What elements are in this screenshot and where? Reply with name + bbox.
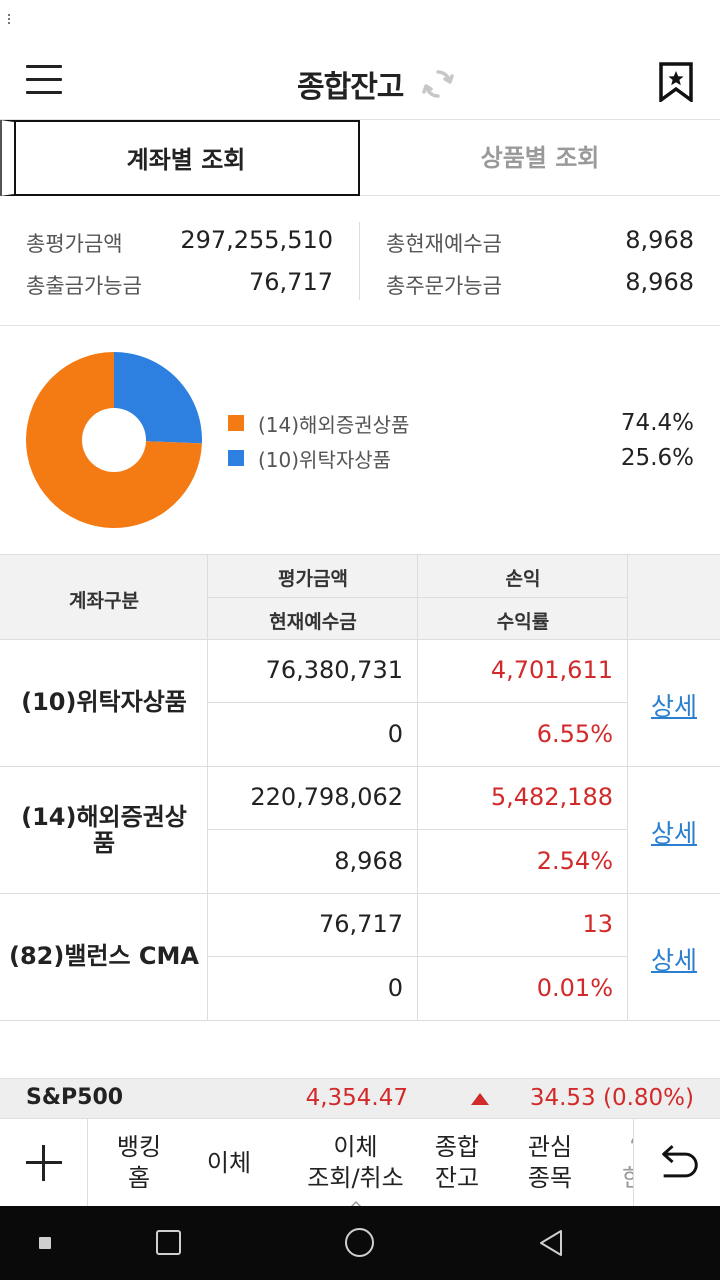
withdrawable-value: 76,717: [249, 268, 333, 296]
nav-item-transfer[interactable]: 이체: [188, 1119, 270, 1207]
overview-icon[interactable]: [156, 1230, 181, 1255]
system-navigation-bar: [0, 1206, 720, 1280]
tab-by-account[interactable]: 계좌별 조회: [0, 120, 360, 196]
add-menu-button[interactable]: [0, 1119, 88, 1207]
total-eval-value: 297,255,510: [180, 226, 333, 254]
nav-label-line2: 홈: [127, 1164, 151, 1192]
nav-label-line1: 관심: [527, 1133, 573, 1161]
allocation-chart-area: (14)해외증권상품 74.4% (10)위탁자상품 25.6%: [0, 326, 720, 554]
header-return-rate: 수익률: [496, 611, 550, 633]
account-name-line1: (14)해외증권상: [21, 803, 187, 831]
legend-item-overseas: (14)해외증권상품 74.4%: [228, 408, 694, 438]
nav-label-line2: 한: [622, 1163, 633, 1194]
bottom-navigation: 뱅킹 홈 이체 이체 조회/취소 종합 잔고 관심 종목 ‘ 한: [0, 1118, 720, 1207]
nav-scroll-area[interactable]: 뱅킹 홈 이체 이체 조회/취소 종합 잔고 관심 종목 ‘ 한: [88, 1119, 633, 1207]
legend-label: (10)위탁자상품: [258, 447, 392, 472]
bookmark-star-icon[interactable]: [658, 62, 694, 102]
legend-label: (14)해외증권상품: [258, 412, 410, 437]
nav-label-line2: 종목: [527, 1164, 573, 1192]
ticker-name: S&P500: [26, 1085, 124, 1110]
nav-item-transfer-history[interactable]: 이체 조회/취소: [283, 1119, 428, 1207]
nav-item-total-balance[interactable]: 종합 잔고: [418, 1119, 496, 1207]
return-rate: 2.54%: [536, 847, 613, 875]
deposit-value: 8,968: [625, 226, 694, 254]
nav-label-line1: 종합: [434, 1133, 480, 1161]
eval-amount: 76,717: [319, 910, 403, 938]
recents-dot-icon[interactable]: [39, 1237, 51, 1249]
nav-label-line1: 이체: [333, 1133, 378, 1161]
tab-by-product[interactable]: 상품별 조회: [480, 144, 600, 172]
home-icon[interactable]: [345, 1228, 374, 1257]
current-deposit: 8,968: [334, 847, 403, 875]
return-rate: 6.55%: [536, 720, 613, 748]
account-name: (82)밸런스 CMA: [8, 942, 199, 970]
tab-bar: 계좌별 조회 상품별 조회: [0, 120, 720, 196]
nav-item-partial[interactable]: ‘ 한: [613, 1119, 633, 1207]
legend-swatch-orange: [228, 415, 244, 431]
page-title: 종합잔고: [297, 70, 404, 105]
up-arrow-icon: [471, 1093, 489, 1105]
profit: 4,701,611: [490, 656, 613, 684]
ticker-change: 34.53 (0.80%): [529, 1085, 694, 1111]
chevron-up-icon: [350, 1200, 362, 1208]
detail-link[interactable]: 상세: [650, 946, 697, 975]
detail-link[interactable]: 상세: [650, 819, 697, 848]
orderable-value: 8,968: [625, 268, 694, 296]
eval-amount: 76,380,731: [265, 656, 403, 684]
nav-label-line1: 이체: [206, 1148, 252, 1177]
profit: 13: [582, 910, 613, 938]
nav-label-line2: 조회/취소: [307, 1164, 404, 1192]
ticker-price: 4,354.47: [305, 1085, 408, 1111]
table-row[interactable]: (10)위탁자상품 76,380,731 0 4,701,611 6.55% 상…: [0, 640, 720, 767]
allocation-donut-chart: [26, 352, 203, 528]
withdrawable-label: 총출금가능금: [26, 274, 142, 298]
title-group: 종합잔고: [297, 62, 455, 106]
app-header: 종합잔고: [0, 40, 720, 120]
header-account: 계좌구분: [69, 590, 139, 612]
donut-hole: [82, 408, 146, 472]
nav-item-watchlist[interactable]: 관심 종목: [510, 1119, 590, 1207]
current-deposit: 0: [387, 974, 403, 1002]
status-bar: [0, 0, 720, 40]
header-profit: 손익: [505, 568, 541, 590]
detail-link[interactable]: 상세: [650, 692, 697, 721]
header-eval-amount: 평가금액: [278, 568, 348, 590]
deposit-label: 총현재예수금: [386, 232, 502, 256]
legend-percent: 74.4%: [620, 410, 694, 436]
nav-label-line1: 뱅킹: [116, 1133, 162, 1161]
total-eval-label: 총평가금액: [26, 232, 123, 256]
nav-label-line2: 잔고: [434, 1164, 480, 1192]
return-rate: 0.01%: [536, 974, 613, 1002]
profit: 5,482,188: [490, 783, 613, 811]
nav-label-line1: ‘: [629, 1132, 633, 1163]
refresh-icon[interactable]: [421, 67, 455, 101]
account-name: (14)해외증권상 품: [0, 804, 208, 856]
orderable-label: 총주문가능금: [386, 274, 502, 298]
system-back-icon[interactable]: [536, 1228, 566, 1258]
legend-percent: 25.6%: [620, 445, 694, 471]
eval-amount: 220,798,062: [250, 783, 403, 811]
table-header: 계좌구분 평가금액 현재예수금 손익 수익률: [0, 554, 720, 641]
balance-summary: 총평가금액 297,255,510 총출금가능금 76,717 총현재예수금 8…: [0, 196, 720, 326]
current-deposit: 0: [387, 720, 403, 748]
nav-item-banking-home[interactable]: 뱅킹 홈: [98, 1119, 180, 1207]
header-current-deposit: 현재예수금: [269, 611, 357, 633]
account-name: (10)위탁자상품: [21, 688, 187, 716]
back-undo-icon[interactable]: [633, 1119, 720, 1207]
market-ticker[interactable]: S&P500 4,354.47 34.53 (0.80%): [0, 1078, 720, 1118]
summary-divider: [359, 222, 360, 300]
legend-swatch-blue: [228, 450, 244, 466]
account-name-line2: 품: [92, 829, 116, 857]
table-row[interactable]: (14)해외증권상 품 220,798,062 8,968 5,482,188 …: [0, 767, 720, 894]
legend-item-consignment: (10)위탁자상품 25.6%: [228, 443, 694, 473]
menu-icon[interactable]: [26, 65, 62, 95]
table-row[interactable]: (82)밸런스 CMA 76,717 0 13 0.01% 상세: [0, 894, 720, 1021]
